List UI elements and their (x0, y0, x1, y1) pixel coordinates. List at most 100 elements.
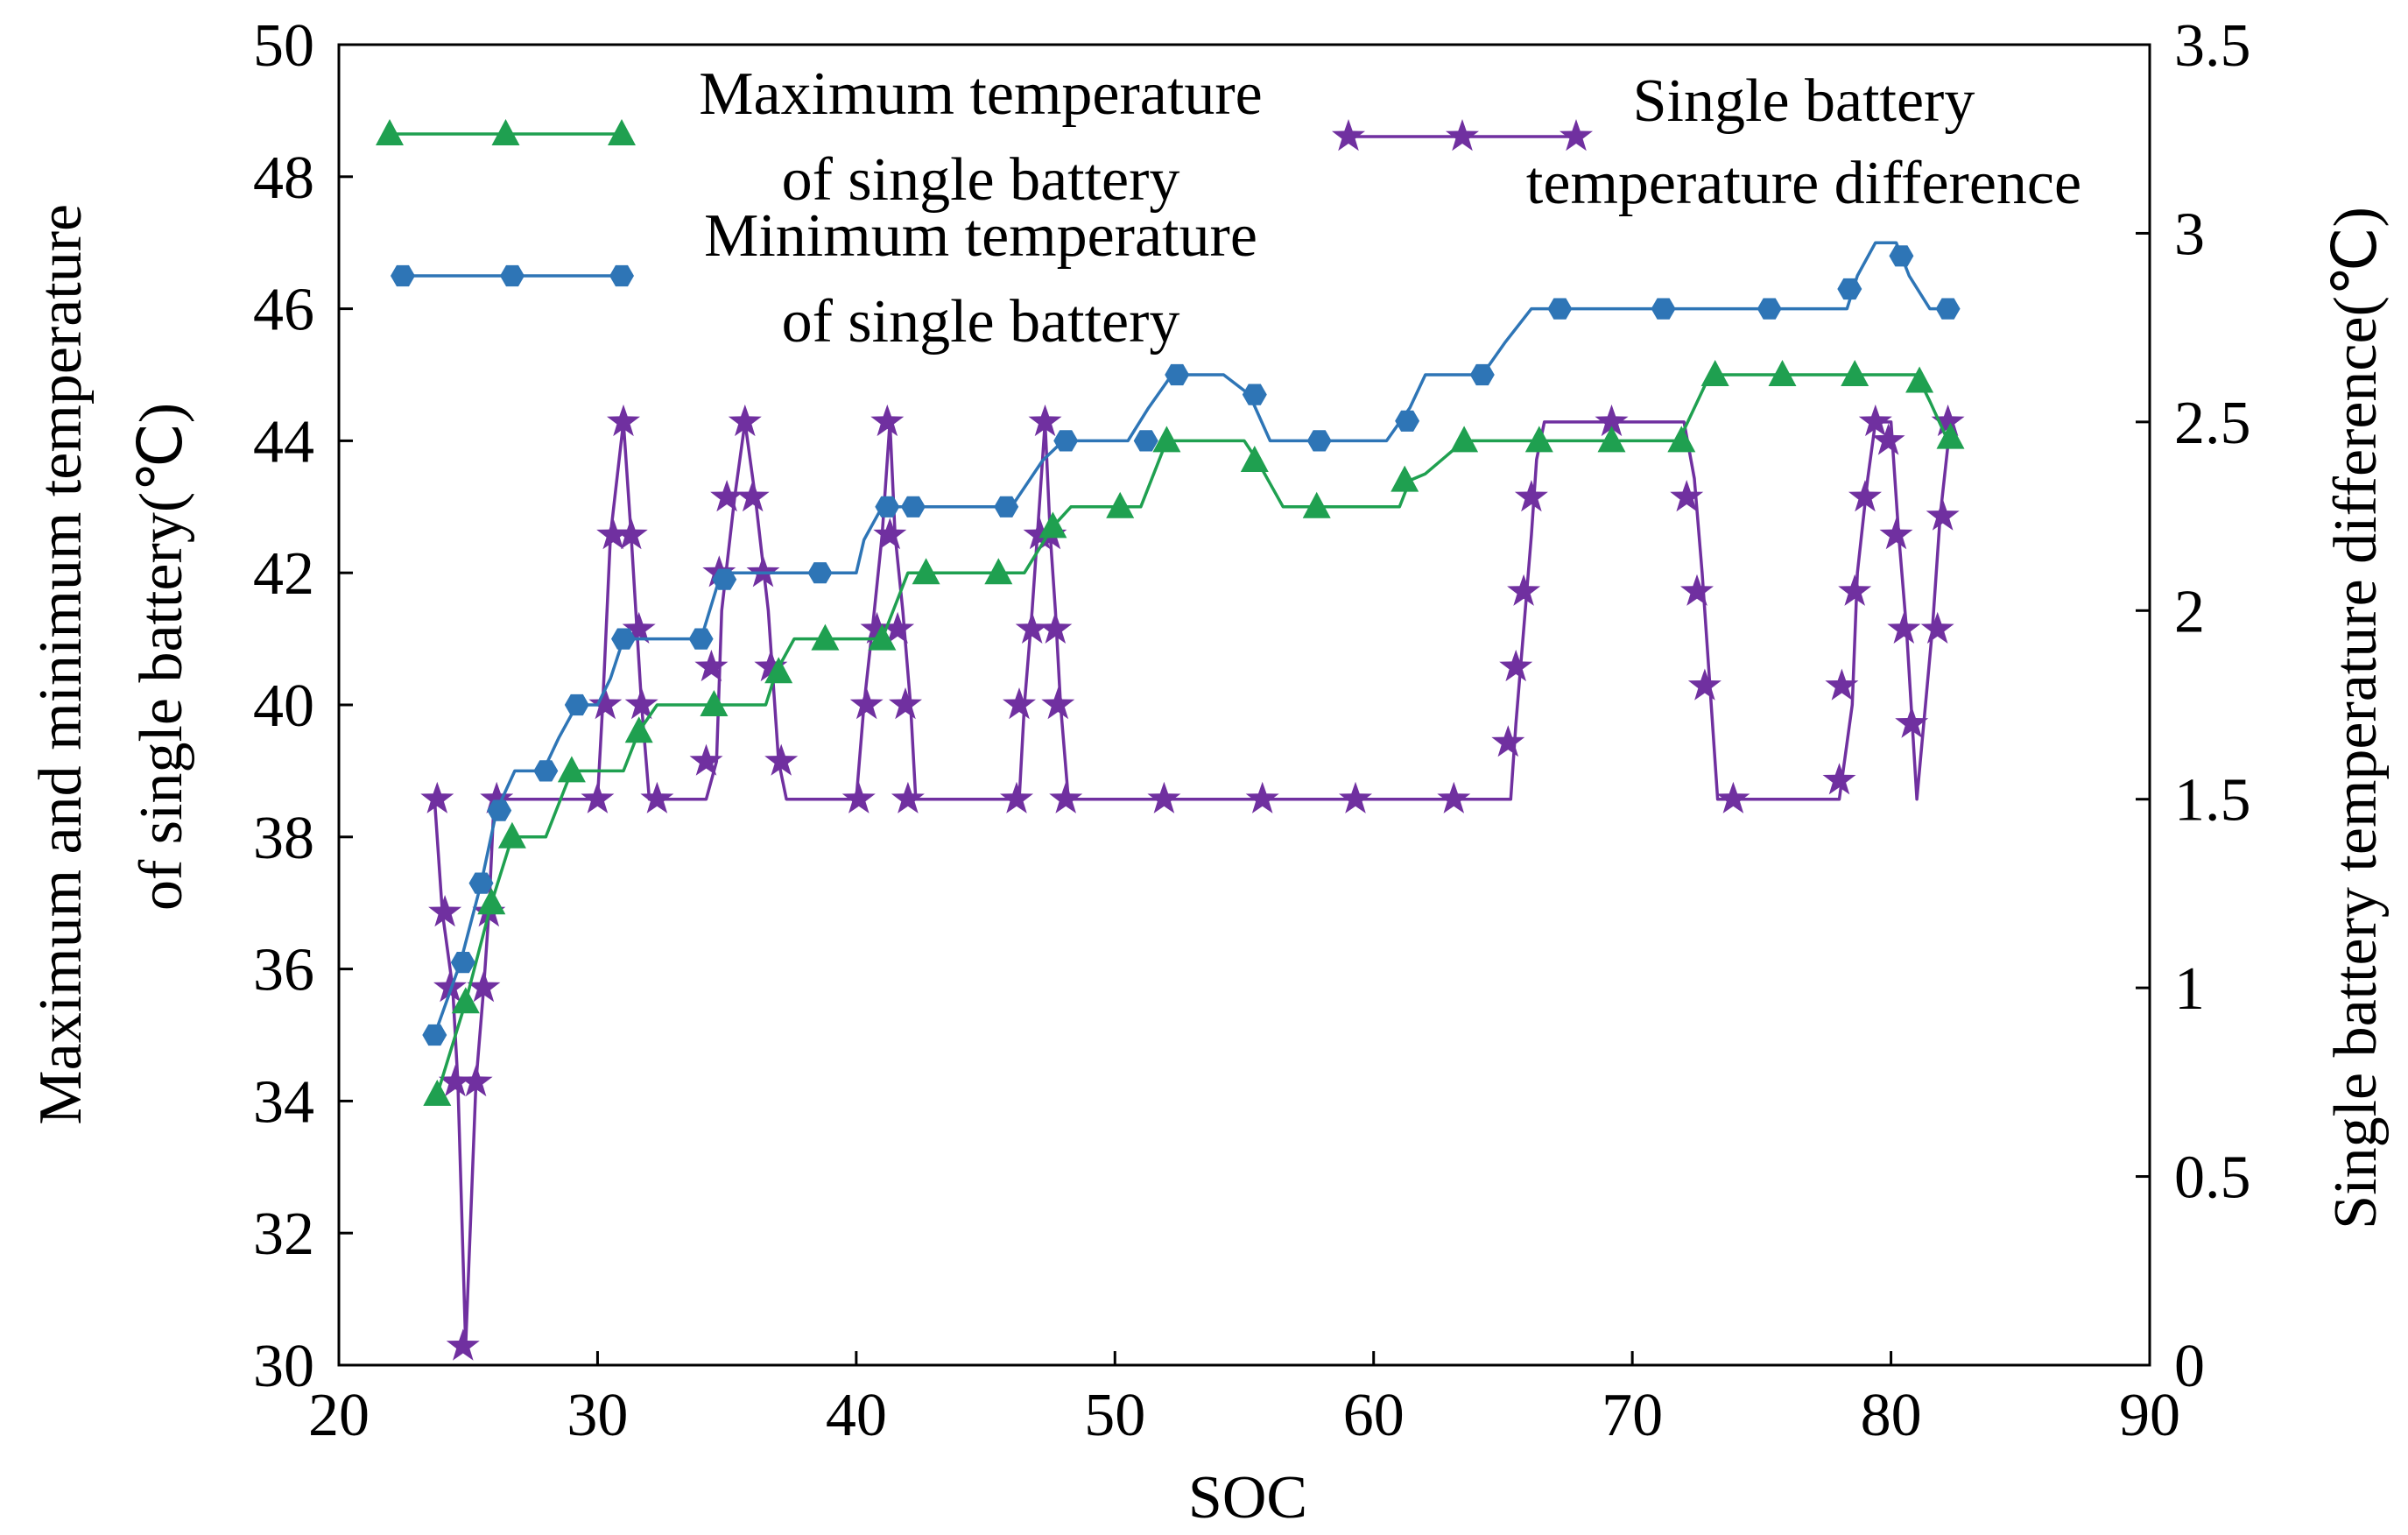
series-line (433, 420, 1953, 1348)
series-line (435, 373, 1950, 1095)
right-y-tick-label: 0 (2174, 1333, 2205, 1400)
x-tick-label: 90 (2119, 1382, 2180, 1449)
series-0 (423, 360, 1965, 1106)
left-y-axis-title-line-2: of single battery(℃) (128, 403, 195, 911)
left-y-tick-label: 48 (253, 144, 314, 212)
data-point-marker (1687, 668, 1722, 701)
series-line (433, 241, 1946, 1036)
right-y-axis-title: Single battery temperature difference(℃) (2322, 207, 2390, 1229)
data-point-marker (873, 518, 907, 550)
right-y-tick-label: 0.5 (2174, 1144, 2251, 1212)
legend-entry-min-temperature: Minimum temperature of single battery (391, 202, 1257, 356)
data-point-marker (841, 781, 876, 813)
data-point-marker (710, 480, 744, 512)
data-point-marker (1049, 781, 1083, 813)
data-point-marker (1700, 360, 1729, 386)
left-y-tick-label: 46 (253, 277, 314, 344)
data-point-marker (746, 555, 780, 588)
series-layer (420, 241, 1965, 1361)
left-y-tick-label: 32 (253, 1201, 314, 1268)
data-point-marker (736, 480, 770, 512)
legend-label-diff-line-2: temperature difference (1526, 150, 2081, 217)
data-point-marker (450, 952, 475, 974)
right-y-tick-label: 3.5 (2174, 12, 2251, 80)
data-point-marker (1106, 491, 1135, 518)
data-point-marker (1242, 384, 1267, 405)
data-point-marker (849, 687, 884, 720)
x-tick-label: 60 (1343, 1382, 1405, 1449)
data-point-marker (422, 1024, 447, 1046)
data-point-marker (1499, 649, 1533, 682)
data-point-marker (1524, 426, 1553, 453)
data-point-marker (497, 821, 526, 848)
data-point-marker (807, 562, 833, 584)
data-point-marker (1395, 410, 1420, 432)
left-y-tick-label: 30 (253, 1333, 314, 1400)
left-y-tick-label: 40 (253, 672, 314, 740)
right-y-tick-label: 2.5 (2174, 390, 2251, 457)
legend-marker (1446, 119, 1479, 151)
data-point-marker (1887, 611, 1921, 644)
data-point-marker (1935, 298, 1961, 320)
data-point-marker (1547, 298, 1573, 320)
x-tick-label: 30 (567, 1382, 628, 1449)
left-y-tick-label: 50 (253, 12, 314, 80)
data-point-marker (1670, 480, 1704, 512)
legend-label-min-line-2: of single battery (782, 288, 1180, 356)
series-2 (420, 404, 1965, 1361)
data-point-marker (694, 649, 729, 682)
legend-marker (391, 264, 415, 287)
data-point-marker (1926, 498, 1960, 531)
data-point-marker (624, 716, 653, 743)
data-point-marker (1302, 491, 1331, 518)
data-point-marker (688, 628, 714, 650)
data-point-marker (1000, 781, 1033, 813)
legend-marker (1560, 119, 1593, 151)
left-y-tick-label: 38 (253, 805, 314, 872)
data-point-marker (1437, 781, 1471, 813)
data-point-marker (1905, 366, 1934, 393)
legend-marker (609, 264, 634, 287)
x-axis-title: SOC (1188, 1464, 1307, 1531)
data-point-marker (446, 1328, 480, 1361)
x-tick-label: 20 (308, 1382, 370, 1449)
data-point-marker (1147, 781, 1181, 813)
x-tick-label: 40 (826, 1382, 887, 1449)
data-point-marker (611, 628, 636, 650)
legend-marker (1332, 119, 1365, 151)
data-point-marker (1920, 611, 1954, 644)
data-point-marker (1245, 781, 1279, 813)
legend: Maximum temperature of single battery Mi… (376, 60, 2081, 356)
data-point-marker (1450, 426, 1479, 453)
data-point-marker (1680, 574, 1714, 606)
data-point-marker (870, 404, 905, 437)
data-point-marker (1768, 360, 1797, 386)
legend-entry-temperature-difference: Single battery temperature difference (1332, 67, 2081, 217)
legend-label-min-line-1: Minimum temperature (704, 202, 1257, 270)
data-point-marker (1339, 781, 1372, 813)
legend-marker (608, 119, 636, 145)
data-point-marker (889, 687, 922, 720)
data-point-marker (640, 781, 674, 813)
data-point-marker (1889, 245, 1914, 267)
legend-label-max-line-2: of single battery (782, 146, 1180, 214)
left-y-tick-label: 44 (253, 408, 314, 475)
right-y-axis: 0 0.5 1 1.5 2 2.5 3 3.5 (2136, 12, 2251, 1400)
data-point-marker (1514, 480, 1548, 512)
data-point-marker (891, 781, 925, 813)
data-point-marker (1133, 430, 1158, 452)
x-axis: 20 30 40 50 60 70 80 90 (308, 1351, 2180, 1449)
data-point-marker (1039, 611, 1073, 644)
left-y-tick-label: 36 (253, 937, 314, 1004)
legend-marker (500, 264, 525, 287)
data-point-marker (420, 781, 454, 813)
data-point-marker (581, 781, 615, 813)
data-point-marker (811, 623, 840, 651)
x-tick-label: 80 (1861, 1382, 1922, 1449)
data-point-marker (1757, 298, 1782, 320)
data-point-marker (564, 694, 589, 716)
data-point-marker (1837, 278, 1862, 300)
data-point-marker (1041, 687, 1075, 720)
data-point-marker (1597, 426, 1626, 453)
